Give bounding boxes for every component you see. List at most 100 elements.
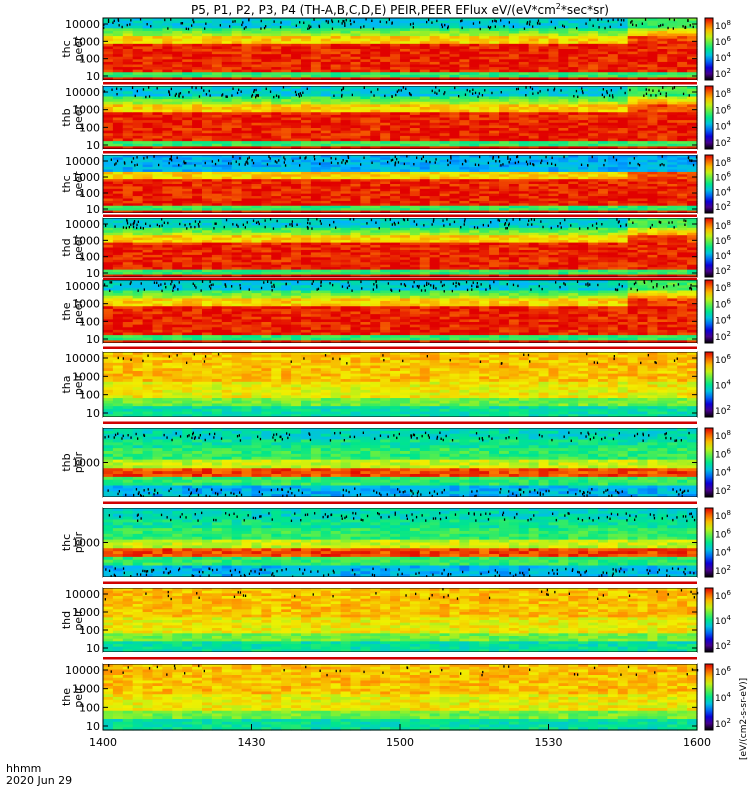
colorbar [705,664,713,730]
colorbar-tick-label: 104 [715,314,731,327]
colorbar [705,218,713,277]
y-tick-label: 10 [86,333,100,346]
y-tick-label: 1000 [72,370,100,383]
colorbar-tick-label: 102 [715,564,731,577]
y-tick-label: 100 [79,624,100,637]
y-tick-label: 1000 [72,683,100,696]
colorbar-tick-label: 102 [715,484,731,497]
colorbar-tick-label: 108 [715,429,731,442]
y-tick-label: 1000 [72,171,100,184]
heatmap-cells [103,280,698,344]
y-tick-label: 100 [79,251,100,264]
y-tick-label: 10000 [65,155,100,168]
y-tick-label: 10 [86,70,100,83]
heatmap-cells [103,218,698,278]
heatmap-cells [103,86,698,150]
heatmap-cells [103,352,698,418]
y-tick-label: 10000 [65,18,100,31]
colorbar-tick-label: 106 [715,103,731,116]
y-tick-label: 100 [79,315,100,328]
y-tick-label: 10 [86,407,100,420]
colorbar-tick-label: 102 [715,404,731,417]
colorbar-tick-label: 104 [715,185,731,198]
x-tick-label: 1600 [683,736,711,749]
colorbar-unit-label: [eV/(cm2-s-sr-eV)] [739,678,749,760]
colorbar-tick-label: 102 [715,639,731,652]
colorbar-tick-label: 106 [715,527,731,540]
heatmap-cells [103,508,698,578]
colorbar [705,280,713,343]
colorbar-tick-label: 104 [715,120,731,133]
colorbar-tick-label: 108 [715,19,731,32]
y-tick-label: 10 [86,720,100,733]
y-tick-label: 1000 [72,298,100,311]
y-tick-label: 100 [79,121,100,134]
y-tick-label: 10000 [65,280,100,293]
y-tick-label: 10000 [65,588,100,601]
y-tick-label: 10000 [65,664,100,677]
colorbar-tick-label: 104 [715,51,731,64]
colorbar-tick-label: 106 [715,35,731,48]
y-tick-label: 10000 [65,86,100,99]
colorbar-tick-label: 102 [715,136,731,149]
y-tick-label: 1000 [72,606,100,619]
x-tick-label: 1500 [386,736,414,749]
y-tick-label: 10000 [65,218,100,231]
colorbar [705,155,713,213]
colorbar-tick-label: 102 [715,330,731,343]
x-tick-label: 1430 [238,736,266,749]
panels-group: thcpeer10000100010010108106104102thbpeer… [60,18,731,733]
y-tick-label: 100 [79,187,100,200]
y-tick-label: 10 [86,139,100,152]
colorbar-tick-label: 104 [715,691,731,704]
y-tick-label: 1000 [72,537,100,550]
colorbar [705,352,713,417]
heatmap-cells [103,588,698,653]
y-tick-label: 1000 [72,457,100,470]
colorbar-tick-label: 104 [715,614,731,627]
y-tick-label: 100 [79,701,100,714]
colorbar-tick-label: 108 [715,219,731,232]
y-tick-label: 10 [86,267,100,280]
colorbar [705,86,713,149]
colorbar-tick-label: 108 [715,281,731,294]
x-tick-label: 1400 [89,736,117,749]
colorbar-tick-label: 102 [715,717,731,730]
colorbar-tick-label: 104 [715,249,731,262]
colorbar-tick-label: 106 [715,297,731,310]
heatmap-cells [103,18,698,81]
colorbar-tick-label: 104 [715,379,731,392]
y-tick-label: 1000 [72,35,100,48]
date-label: 2020 Jun 29 [6,774,72,787]
y-tick-label: 10 [86,642,100,655]
colorbar-tick-label: 106 [715,589,731,602]
y-tick-label: 10000 [65,352,100,365]
colorbar [705,428,713,497]
heatmap-cells [103,155,698,214]
colorbar-tick-label: 104 [715,546,731,559]
y-tick-label: 1000 [72,234,100,247]
colorbar [705,588,713,652]
colorbar-tick-label: 102 [715,67,731,80]
colorbar-tick-label: 104 [715,466,731,479]
y-tick-label: 1000 [72,104,100,117]
colorbar-tick-label: 106 [715,447,731,460]
colorbar-tick-label: 108 [715,87,731,100]
colorbar-tick-label: 106 [715,171,731,184]
colorbar-tick-label: 108 [715,509,731,522]
y-tick-label: 100 [79,389,100,402]
y-tick-label: 10 [86,203,100,216]
y-tick-label: 100 [79,53,100,66]
colorbar-tick-label: 106 [715,665,731,678]
colorbar-tick-label: 108 [715,156,731,169]
